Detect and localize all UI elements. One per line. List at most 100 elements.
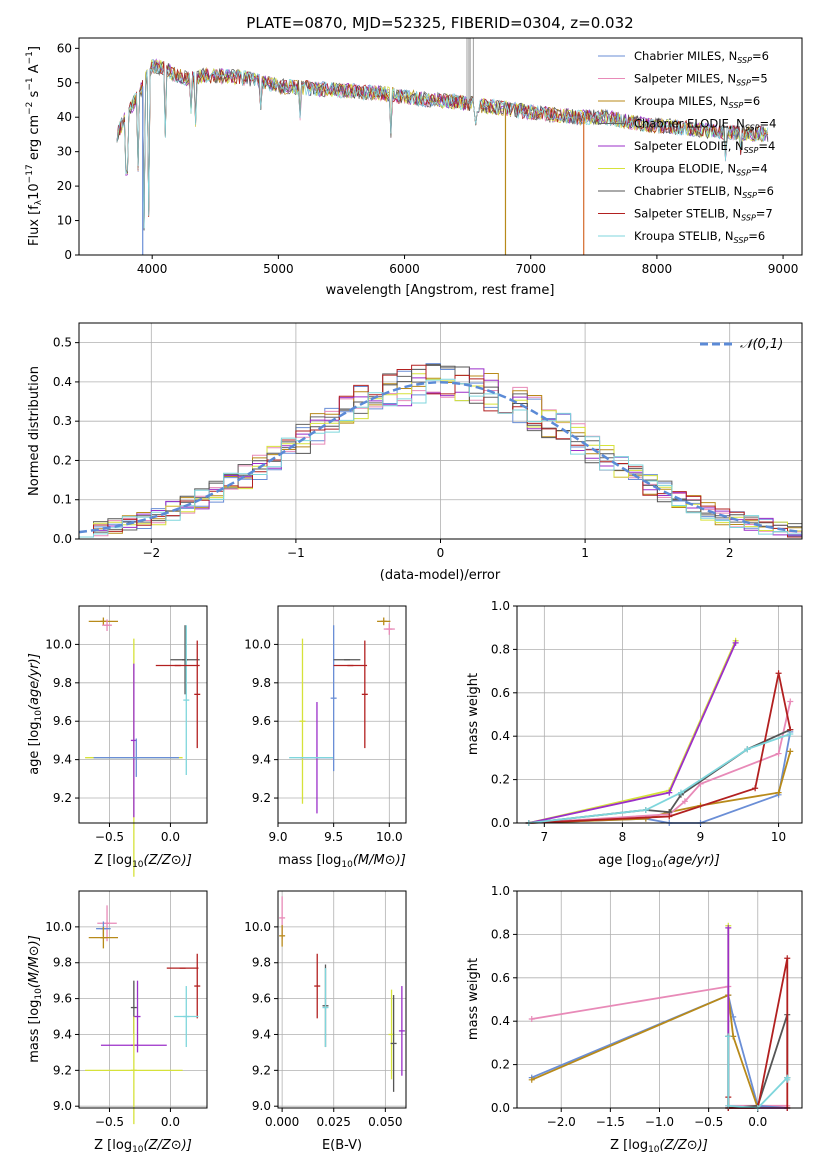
x-tick-label: 9.0 — [268, 830, 287, 844]
x-tick-label: 0.050 — [368, 1115, 402, 1129]
y-tick-label: 0.0 — [53, 532, 72, 546]
weight-series-marker — [775, 750, 782, 757]
x-tick-label: 4000 — [137, 262, 168, 276]
age-z-errorbars — [85, 617, 201, 877]
y-tick-label: 9.8 — [53, 956, 72, 970]
age-mass-axes-frame — [277, 605, 407, 824]
age-vs-mass-panel: 9.0 9.5 10.0 9.2 9.4 9.6 9.8 10.0 mass [log10(M… — [244, 605, 407, 870]
x-tick-label: −1.5 — [596, 1115, 625, 1129]
y-tick-label: 10.0 — [244, 637, 271, 651]
legend-label: Kroupa STELIB, NSSP=6 — [634, 229, 765, 245]
y-tick-label: 9.6 — [53, 992, 72, 1006]
weight-series-marker — [725, 1033, 732, 1040]
age-mass-ticks: 9.0 9.5 10.0 9.2 9.4 9.6 9.8 10.0 — [244, 637, 402, 844]
mass-weight-vs-age-panel: 7 8 9 10 0.0 0.2 0.4 0.6 0.8 1.0 age [log10(age/y… — [466, 599, 803, 870]
weight-age-grid — [517, 605, 802, 824]
legend-label: Salpeter STELIB, NSSP=7 — [634, 207, 773, 223]
spectrum-ylabel: Flux [fλ10−17 erg cm−2 s−1 A−1] — [25, 46, 44, 246]
x-tick-label: 0.025 — [317, 1115, 351, 1129]
y-tick-label: 9.4 — [252, 753, 271, 767]
weight-series-marker — [775, 789, 782, 796]
weight-z-ticks: −2.0 −1.5 −1.0 −0.5 0.0 0.0 0.2 0.4 0.6 0.8 1.0 — [491, 884, 767, 1129]
y-tick-label: 0.2 — [491, 1058, 510, 1072]
y-tick-label: 10.0 — [244, 920, 271, 934]
spectrum-legend: Chabrier MILES, NSSP=6 Salpeter MILES, NS… — [598, 49, 776, 245]
legend-label: Chabrier ELODIE, NSSP=4 — [634, 117, 776, 133]
y-tick-label: 0.0 — [491, 816, 510, 830]
weight-series-marker — [752, 785, 759, 792]
legend-label: Salpeter MILES, NSSP=5 — [634, 72, 768, 88]
age-mass-errorbars — [289, 617, 395, 814]
y-tick-label: 0.4 — [53, 375, 72, 389]
x-tick-label: 7 — [541, 830, 549, 844]
weight-series-marker — [775, 670, 782, 677]
residual-ylabel: Normed distribution — [27, 366, 42, 496]
y-tick-label: 0.3 — [53, 414, 72, 428]
weight-series-marker — [666, 813, 673, 820]
age-z-grid — [79, 606, 207, 823]
weight-age-lines — [525, 637, 794, 826]
weight-age-xlabel: age [log10(age/yr)] — [598, 853, 720, 870]
weight-series-marker — [642, 815, 649, 822]
weight-z-xlabel: Z [log10(Z/Z⊙)] — [610, 1138, 708, 1155]
spectrum-lines — [116, 38, 769, 255]
x-tick-label: 0.0 — [161, 830, 180, 844]
x-tick-label: −0.5 — [694, 1115, 723, 1129]
y-tick-label: 9.4 — [53, 753, 72, 767]
x-tick-label: 8000 — [642, 262, 673, 276]
x-tick-label: 10.0 — [376, 830, 403, 844]
mass-vs-extinction-panel: 0.000 0.025 0.050 9.0 9.2 9.4 9.6 9.8 10.0 E(B-V… — [244, 890, 407, 1153]
mass-ebv-xlabel: E(B-V) — [322, 1138, 362, 1153]
age-z-axes-frame — [78, 605, 208, 824]
weight-series-marker — [681, 798, 688, 805]
x-tick-label: 7000 — [515, 262, 546, 276]
y-tick-label: 10.0 — [45, 637, 72, 651]
legend-label: Kroupa ELODIE, NSSP=4 — [634, 162, 768, 178]
y-tick-label: 9.8 — [53, 676, 72, 690]
mass-z-ylabel: mass [log10(M/M⊙)] — [27, 935, 44, 1063]
weight-z-grid — [517, 890, 802, 1109]
mass-z-xlabel: Z [log10(Z/Z⊙)] — [94, 1138, 192, 1155]
residual-histogram-panel: −2 −1 0 1 2 0.0 0.1 0.2 0.3 0.4 0.5 (data-model)/e… — [27, 322, 803, 583]
y-tick-label: 9.2 — [252, 1063, 271, 1077]
y-tick-label: 0.4 — [491, 729, 510, 743]
weight-series-line — [528, 701, 792, 824]
y-tick-label: 0.8 — [491, 927, 510, 941]
weight-series-line — [528, 728, 791, 824]
weight-series-line — [528, 733, 791, 824]
spectrum-panel: PLATE=0870, MJD=52325, FIBERID=0304, z=0… — [25, 14, 803, 298]
normal-legend-label: 𝒩(0,1) — [740, 337, 783, 352]
weight-series-marker — [528, 1076, 535, 1083]
y-tick-label: 1.0 — [491, 599, 510, 613]
residual-xlabel: (data-model)/error — [380, 568, 501, 583]
legend-label: Kroupa MILES, NSSP=6 — [634, 94, 760, 110]
y-tick-label: 0.2 — [491, 773, 510, 787]
x-tick-label: 9 — [697, 830, 705, 844]
x-tick-label: −0.5 — [95, 830, 124, 844]
legend-label: Salpeter ELODIE, NSSP=4 — [634, 139, 775, 155]
residual-legend: 𝒩(0,1) — [700, 337, 783, 352]
mass-ebv-grid — [278, 891, 406, 1108]
y-tick-label: 0.6 — [491, 971, 510, 985]
x-tick-label: 0.0 — [748, 1115, 767, 1129]
y-tick-label: 40 — [57, 110, 72, 124]
spectrum-ticks: 4000 5000 6000 7000 8000 9000 0 10 20 30 40 50 60 — [57, 41, 799, 276]
age-z-xlabel: Z [log10(Z/Z⊙)] — [94, 853, 192, 870]
weight-series-marker — [677, 789, 684, 796]
y-tick-label: 9.4 — [53, 1027, 72, 1041]
x-tick-label: 10 — [771, 830, 786, 844]
age-vs-metallicity-panel: −0.5 0.09.29.49.69.810.0 Z [log10(Z/Z⊙)] … — [27, 605, 208, 877]
residual-axes-frame — [78, 322, 803, 540]
weight-series-marker — [732, 639, 739, 646]
y-tick-label: 10.0 — [45, 920, 72, 934]
x-tick-label: 2 — [726, 546, 734, 560]
y-tick-label: 0 — [64, 248, 72, 262]
y-tick-label: 30 — [57, 145, 72, 159]
weight-series-marker — [784, 1076, 791, 1083]
y-tick-label: 9.0 — [53, 1099, 72, 1113]
x-tick-label: −1 — [287, 546, 305, 560]
y-tick-label: 0.0 — [491, 1101, 510, 1115]
spectrum-axes-frame — [78, 37, 803, 256]
y-tick-label: 9.2 — [53, 1063, 72, 1077]
